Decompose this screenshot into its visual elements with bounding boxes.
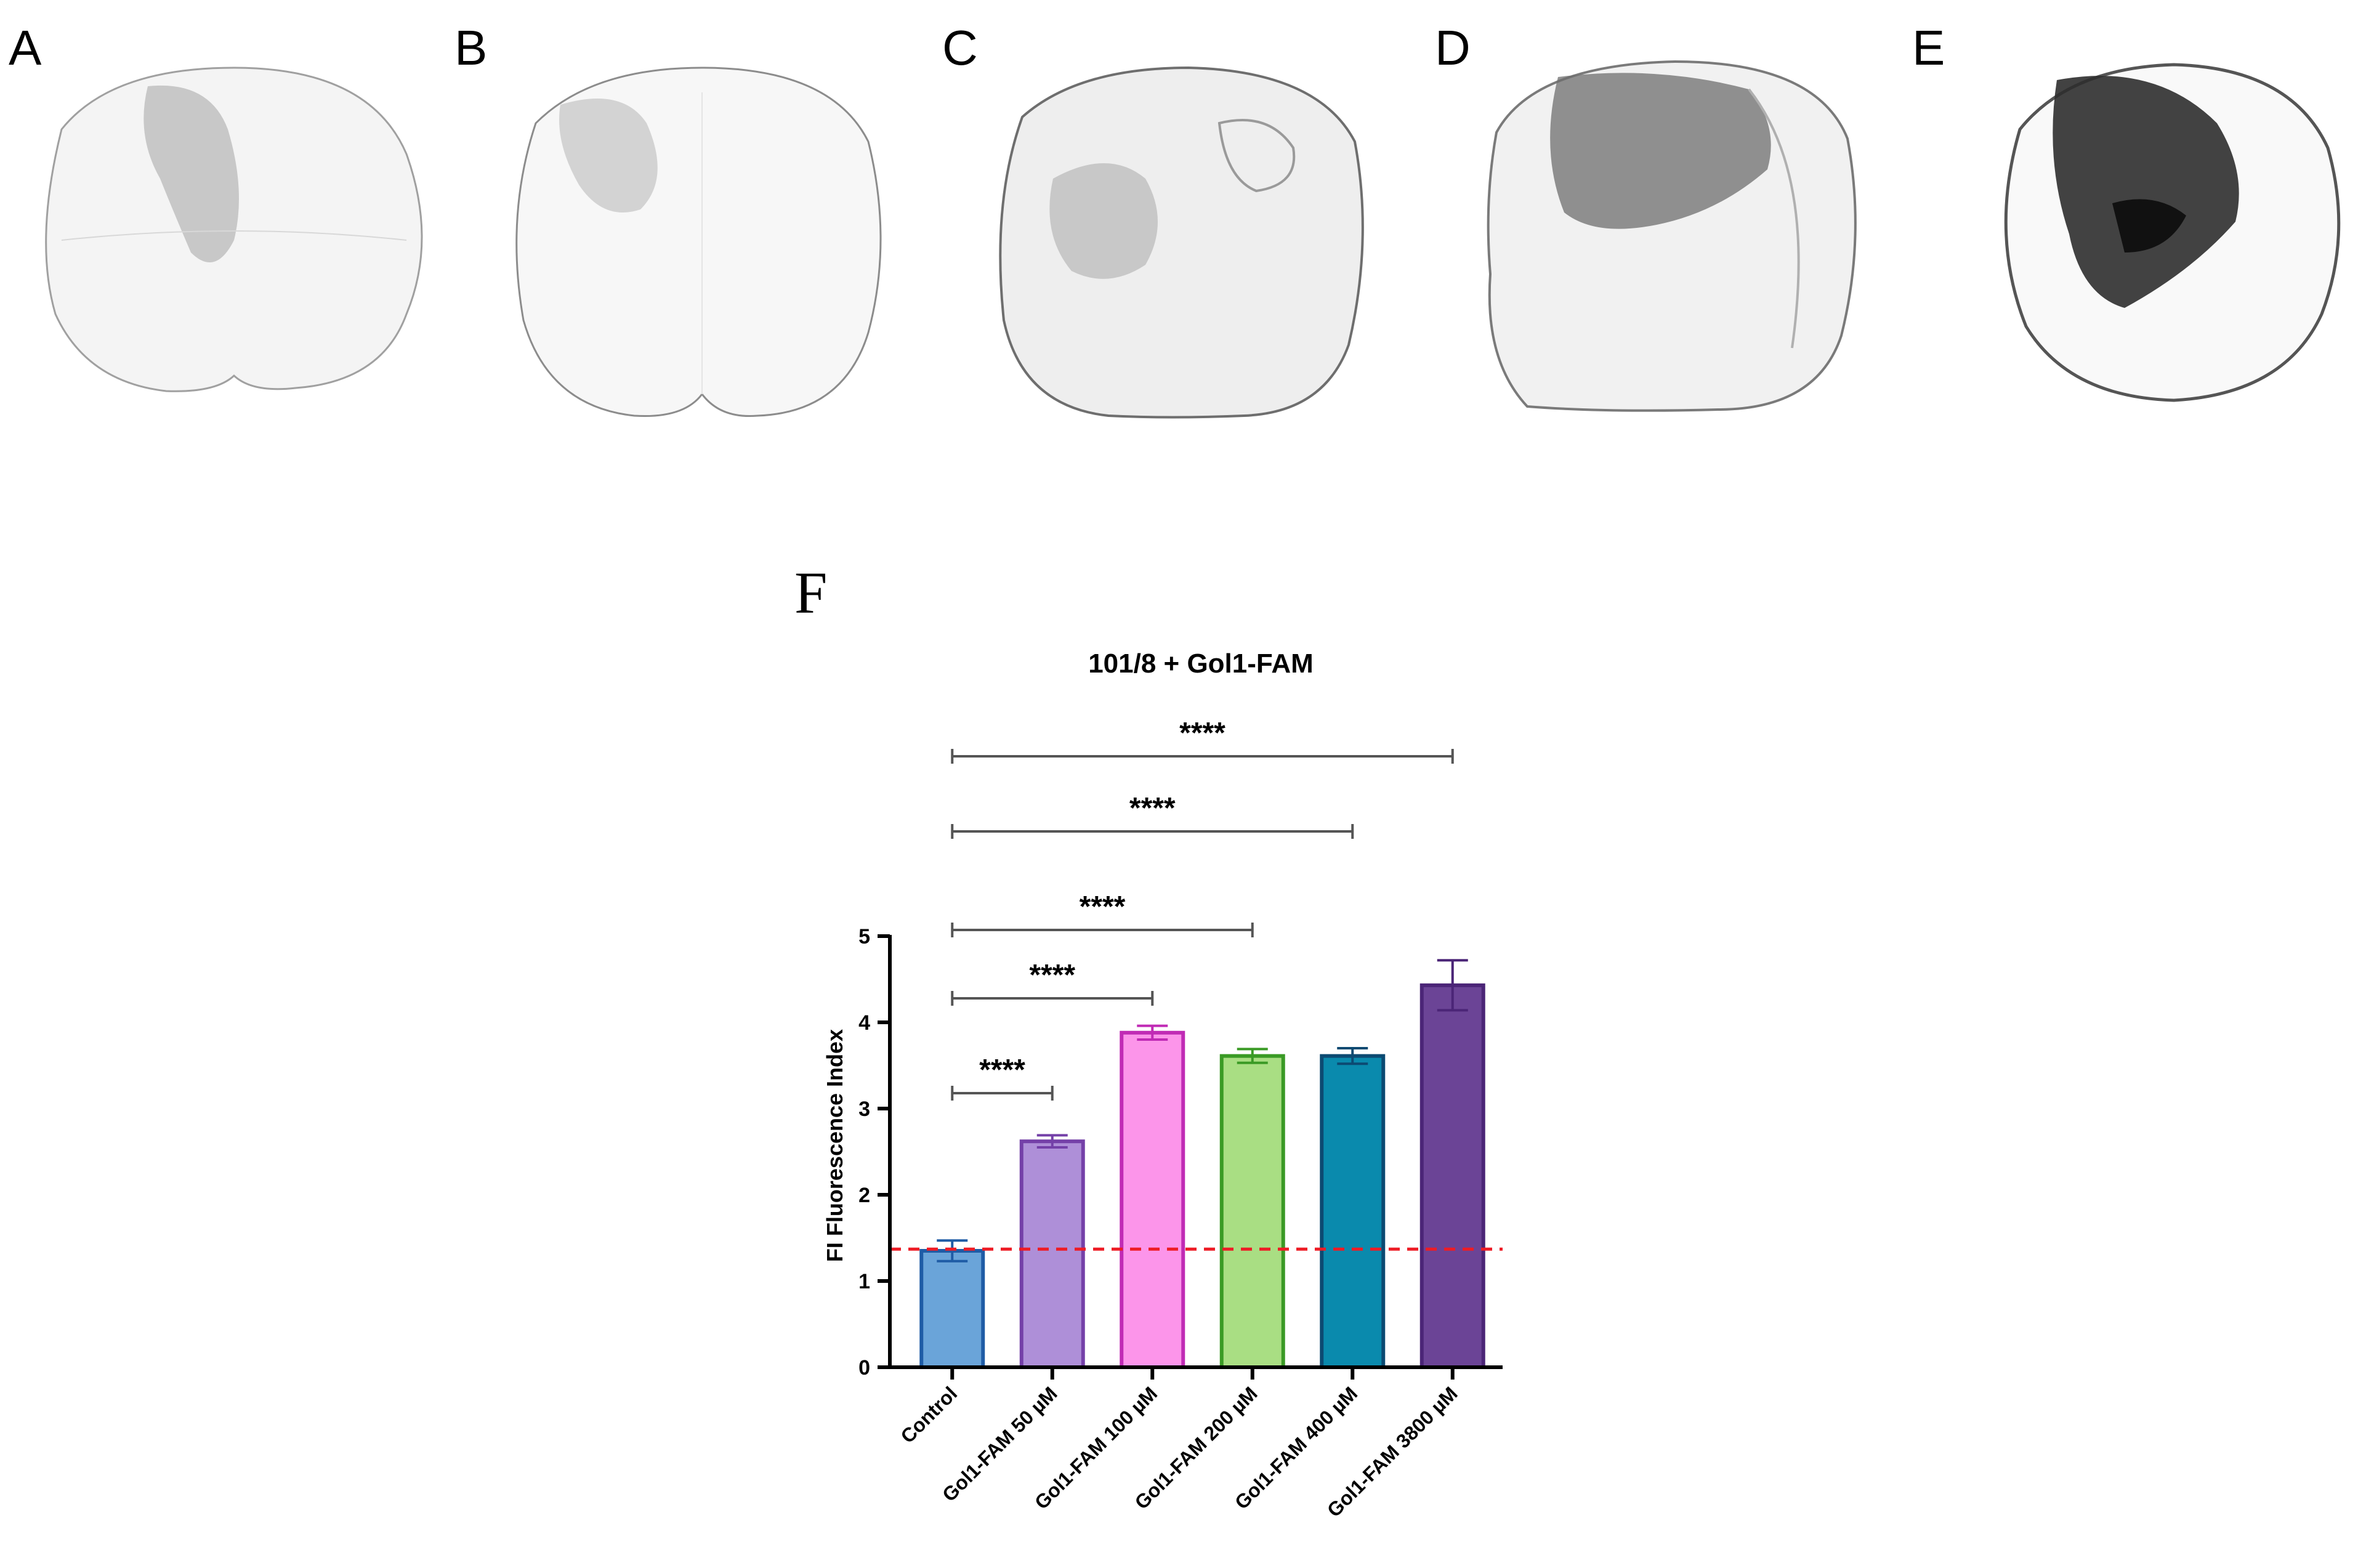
brain-section-e-image xyxy=(2004,63,2341,402)
error-bar-3 xyxy=(1237,1048,1268,1064)
panel-label-d: D xyxy=(1435,20,1471,75)
error-bar-0 xyxy=(937,1239,968,1263)
bar-5 xyxy=(1419,983,1485,1370)
panel-label-a: A xyxy=(9,20,42,75)
significance-label-0: **** xyxy=(979,1054,1025,1086)
brain-section-c-image xyxy=(999,66,1364,419)
panel-label-e: E xyxy=(1912,20,1945,75)
error-bar-5 xyxy=(1437,959,1468,1012)
significance-label-1: **** xyxy=(1029,959,1075,992)
significance-bracket-4 xyxy=(951,749,1454,764)
chart-title: 101/8 + Gol1-FAM xyxy=(1088,649,1314,679)
y-tick-label-5: 5 xyxy=(858,925,870,948)
bar-2 xyxy=(1120,1030,1185,1370)
brain-section-a-image xyxy=(45,67,423,392)
brain-section-b-image xyxy=(515,67,882,418)
y-tick-label-1: 1 xyxy=(858,1270,870,1293)
y-tick-label-0: 0 xyxy=(858,1356,870,1380)
panel-label-f: F xyxy=(794,560,828,626)
significance-label-3: **** xyxy=(1129,792,1176,825)
significance-bracket-3 xyxy=(951,824,1354,839)
significance-label-2: **** xyxy=(1080,891,1126,923)
bar-4 xyxy=(1320,1054,1386,1369)
significance-bracket-2 xyxy=(951,923,1254,937)
y-tick-label-3: 3 xyxy=(858,1097,870,1121)
panel-label-c: C xyxy=(942,20,978,75)
error-bar-4 xyxy=(1337,1047,1368,1065)
brain-section-d-image xyxy=(1487,60,1857,412)
significance-label-4: **** xyxy=(1179,717,1225,750)
y-tick-label-4: 4 xyxy=(858,1011,870,1035)
bar-3 xyxy=(1219,1054,1285,1369)
error-bar-2 xyxy=(1137,1024,1168,1041)
x-tick-label-0: Control xyxy=(896,1382,961,1447)
significance-bracket-1 xyxy=(951,991,1154,1006)
bar-0 xyxy=(919,1249,985,1369)
error-bar-1 xyxy=(1036,1134,1068,1149)
significance-bracket-0 xyxy=(951,1086,1054,1101)
y-axis-title: FI Fluorescence Index xyxy=(822,1029,847,1262)
panel-label-b: B xyxy=(454,20,488,75)
bar-1 xyxy=(1019,1139,1085,1369)
y-tick-label-2: 2 xyxy=(858,1184,870,1207)
